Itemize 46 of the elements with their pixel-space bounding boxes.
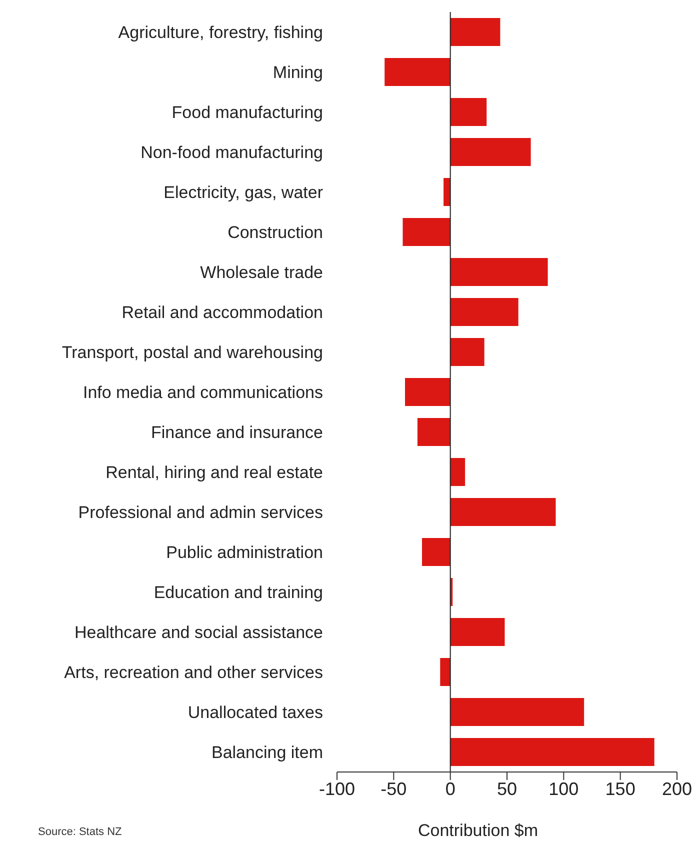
y-tick-label: Agriculture, forestry, fishing <box>118 23 323 42</box>
bar <box>450 98 487 126</box>
y-tick-label: Non-food manufacturing <box>140 143 323 162</box>
y-tick-label: Wholesale trade <box>200 263 323 282</box>
y-tick-label: Transport, postal and warehousing <box>62 343 323 362</box>
y-tick-label: Finance and insurance <box>150 423 323 442</box>
y-tick-label: Rental, hiring and real estate <box>106 463 323 482</box>
bar <box>450 18 500 46</box>
bar <box>402 218 450 246</box>
y-tick-label: Retail and accommodation <box>122 303 323 322</box>
x-tick-label: 200 <box>662 778 692 799</box>
bar <box>405 378 450 406</box>
y-tick-label: Balancing item <box>211 743 323 762</box>
y-tick-label: Public administration <box>166 543 323 562</box>
y-tick-label: Electricity, gas, water <box>164 183 324 202</box>
bar <box>450 458 466 486</box>
bar <box>450 298 518 326</box>
bar <box>444 178 450 206</box>
y-tick-label: Food manufacturing <box>172 103 323 122</box>
x-tick-label: -100 <box>318 778 356 799</box>
y-tick-label: Education and training <box>154 583 323 602</box>
bar <box>422 538 450 566</box>
bar <box>384 58 450 86</box>
x-tick-label: -50 <box>380 778 407 799</box>
y-tick-label: Professional and admin services <box>78 503 323 522</box>
bar <box>450 498 556 526</box>
bar <box>450 698 584 726</box>
y-tick-label: Arts, recreation and other services <box>64 663 323 682</box>
bar <box>450 618 505 646</box>
bar <box>450 258 548 286</box>
y-tick-label: Construction <box>228 223 323 242</box>
source-note: Source: Stats NZ <box>38 826 122 838</box>
bar <box>440 658 450 686</box>
y-tick-label: Info media and communications <box>82 383 323 402</box>
x-axis-title: Contribution $m <box>416 821 539 841</box>
x-tick-label: 100 <box>548 778 579 799</box>
bar <box>450 138 531 166</box>
x-tick-label: 0 <box>445 778 456 799</box>
y-tick-label: Unallocated taxes <box>188 703 323 722</box>
y-tick-label: Healthcare and social assistance <box>74 623 323 642</box>
y-tick-label: Mining <box>272 63 323 82</box>
bar <box>450 338 484 366</box>
x-tick-label: 150 <box>605 778 636 799</box>
bar <box>417 418 450 446</box>
bar <box>450 738 654 766</box>
x-tick-label: 50 <box>496 778 518 799</box>
